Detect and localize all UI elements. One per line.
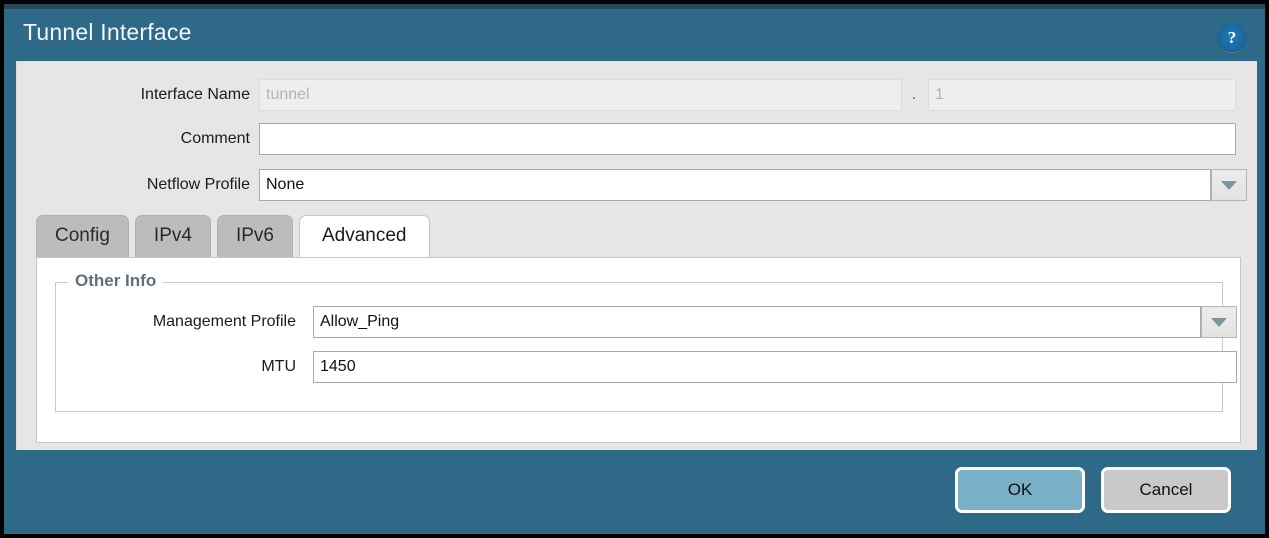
tab-config[interactable]: Config: [36, 215, 129, 257]
tab-ipv6[interactable]: IPv6: [216, 215, 293, 257]
netflow-profile-input[interactable]: None: [259, 169, 1211, 201]
other-info-legend: Other Info: [68, 271, 164, 291]
interface-name-row: Interface Name tunnel . 1: [17, 78, 1257, 112]
other-info-fieldset: Other Info Management Profile Allow_Ping…: [55, 271, 1237, 412]
chevron-down-icon: [1221, 181, 1237, 190]
comment-input[interactable]: [259, 123, 1236, 155]
interface-name-input[interactable]: tunnel: [259, 79, 902, 111]
cancel-button[interactable]: Cancel: [1101, 467, 1231, 513]
netflow-profile-label: Netflow Profile: [146, 176, 250, 193]
help-circle-icon[interactable]: ?: [1217, 23, 1247, 53]
dialog-titlebar: Tunnel Interface ?: [8, 9, 1265, 61]
mtu-row: MTU 1450: [56, 350, 1237, 384]
tab-strip: Config IPv4 IPv6 Advanced: [36, 215, 436, 257]
comment-row: Comment: [17, 122, 1257, 156]
help-question-mark: ?: [1227, 28, 1237, 47]
management-profile-label: Management Profile: [152, 313, 296, 330]
netflow-profile-row: Netflow Profile None: [17, 168, 1257, 202]
mtu-label: MTU: [261, 358, 296, 375]
interface-name-separator: .: [911, 86, 917, 103]
interface-name-label: Interface Name: [140, 86, 250, 103]
dialog-footer: OK Cancel: [8, 450, 1265, 534]
tab-ipv4[interactable]: IPv4: [134, 215, 211, 257]
comment-label: Comment: [180, 130, 250, 147]
management-profile-dropdown-button[interactable]: [1201, 306, 1237, 338]
netflow-profile-dropdown-button[interactable]: [1211, 169, 1247, 201]
chevron-down-icon: [1211, 318, 1227, 327]
management-profile-row: Management Profile Allow_Ping: [56, 305, 1237, 339]
ok-button[interactable]: OK: [955, 467, 1085, 513]
advanced-tab-panel: Other Info Management Profile Allow_Ping…: [36, 257, 1241, 443]
interface-name-suffix-input[interactable]: 1: [928, 79, 1236, 111]
background-window-sliver: [4, 4, 1265, 9]
dialog-title: Tunnel Interface: [23, 19, 192, 45]
tab-advanced[interactable]: Advanced: [298, 215, 430, 257]
management-profile-input[interactable]: Allow_Ping: [313, 306, 1201, 338]
mtu-input[interactable]: 1450: [313, 351, 1237, 383]
dialog-body: Interface Name tunnel . 1 Comment Netflo…: [16, 61, 1257, 450]
